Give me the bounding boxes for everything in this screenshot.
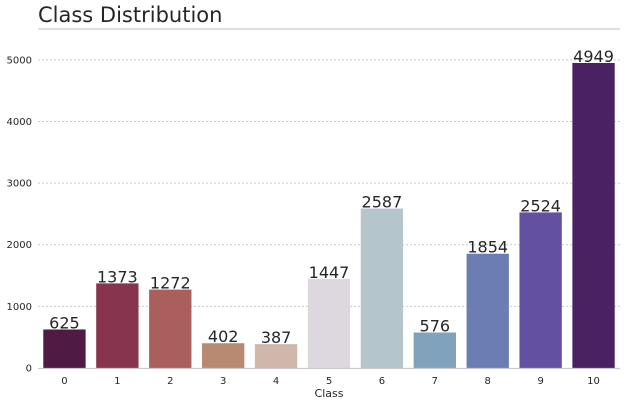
- y-axis-ticks: 0 1000 2000 3000 4000 5000: [7, 55, 32, 374]
- chart-title: Class Distribution: [38, 3, 222, 27]
- data-label-class-10: 4949: [573, 47, 614, 66]
- data-label-class-1: 1373: [97, 267, 138, 286]
- bar-class-5: [307, 278, 351, 368]
- data-label-class-3: 402: [208, 327, 239, 346]
- x-tick-label: 3: [220, 376, 226, 387]
- data-label-class-2: 1272: [150, 274, 191, 293]
- bar-class-6: [360, 208, 404, 368]
- data-label-class-7: 576: [420, 316, 451, 335]
- bar-class-8: [466, 253, 509, 368]
- bar-class-4: [254, 344, 298, 368]
- y-tick-label: 2000: [7, 240, 32, 251]
- y-tick-label: 3000: [7, 179, 32, 190]
- data-label-class-0: 625: [49, 313, 80, 332]
- y-tick-label: 4000: [7, 117, 32, 128]
- data-label-class-9: 2524: [520, 196, 561, 215]
- y-tick-label: 5000: [7, 55, 32, 66]
- x-tick-label: 9: [537, 376, 543, 387]
- data-label-class-4: 387: [261, 328, 292, 347]
- bar-class-0: [43, 329, 86, 368]
- x-tick-label: 7: [432, 376, 438, 387]
- x-tick-label: 2: [167, 376, 173, 387]
- y-tick-label: 0: [26, 364, 32, 375]
- data-labels: 625 1373 1272 402 387 1447 2587 576 1854 2524 4949: [49, 47, 614, 347]
- x-axis-ticks: 0 1 2 3 4 5 6 7 8 9 10: [61, 376, 600, 387]
- x-axis-label: Class: [315, 387, 344, 400]
- bars: [43, 62, 615, 368]
- x-tick-label: 4: [273, 376, 279, 387]
- bar-class-2: [149, 289, 192, 368]
- bar-class-9: [519, 212, 562, 368]
- bar-class-7: [413, 332, 456, 368]
- data-label-class-5: 1447: [309, 263, 350, 282]
- bar-class-10: [572, 62, 615, 368]
- data-label-class-8: 1854: [467, 238, 508, 257]
- x-tick-label: 6: [379, 376, 385, 387]
- x-tick-label: 8: [485, 376, 491, 387]
- bar-class-1: [96, 283, 139, 368]
- x-tick-label: 10: [587, 376, 600, 387]
- bar-class-3: [202, 343, 245, 368]
- y-tick-label: 1000: [7, 302, 32, 313]
- x-tick-label: 1: [114, 376, 120, 387]
- data-label-class-6: 2587: [362, 193, 403, 212]
- x-tick-label: 5: [326, 376, 332, 387]
- x-tick-label: 0: [61, 376, 67, 387]
